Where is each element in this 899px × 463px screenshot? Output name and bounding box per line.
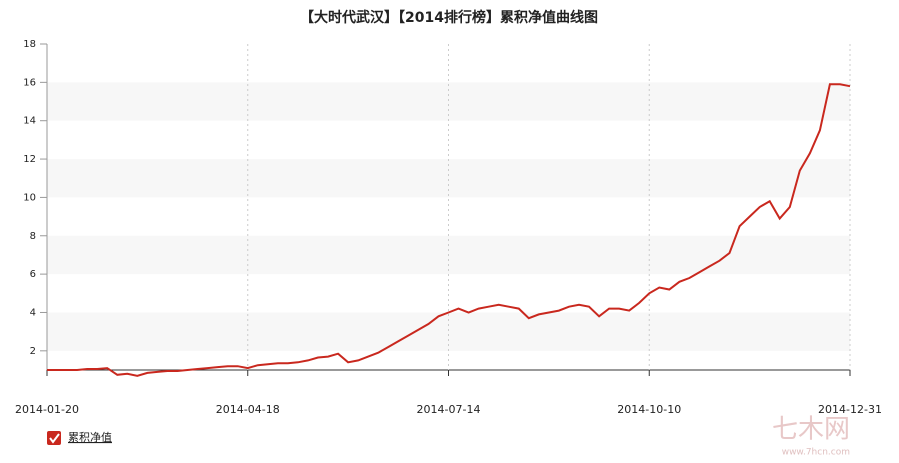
watermark-url: www.7hcn.com <box>782 448 850 458</box>
y-tick-label: 6 <box>30 269 36 280</box>
y-tick-label: 2 <box>30 346 36 357</box>
chart-title: 【大时代武汉】【2014排行榜】累积净值曲线图 <box>300 9 598 26</box>
y-tick-label: 8 <box>30 231 36 242</box>
y-tick-label: 14 <box>23 116 36 127</box>
y-tick-label: 18 <box>23 39 36 50</box>
y-tick-label: 10 <box>23 192 36 203</box>
y-tick-label: 16 <box>23 77 36 88</box>
x-tick-label: 2014-04-18 <box>216 403 280 416</box>
watermark: 七木网 <box>772 415 850 445</box>
legend-check <box>49 433 60 444</box>
y-tick-label: 4 <box>30 307 36 318</box>
x-tick-label: 2014-10-10 <box>617 403 681 416</box>
x-tick-label: 2014-01-20 <box>15 403 79 416</box>
x-tick-label: 2014-12-31 <box>818 403 882 416</box>
legend-swatch <box>47 431 61 445</box>
legend-label: 累积净值 <box>68 430 112 444</box>
line-series <box>47 83 851 377</box>
y-tick-label: 12 <box>23 154 36 165</box>
x-tick-label: 2014-07-14 <box>417 403 481 416</box>
